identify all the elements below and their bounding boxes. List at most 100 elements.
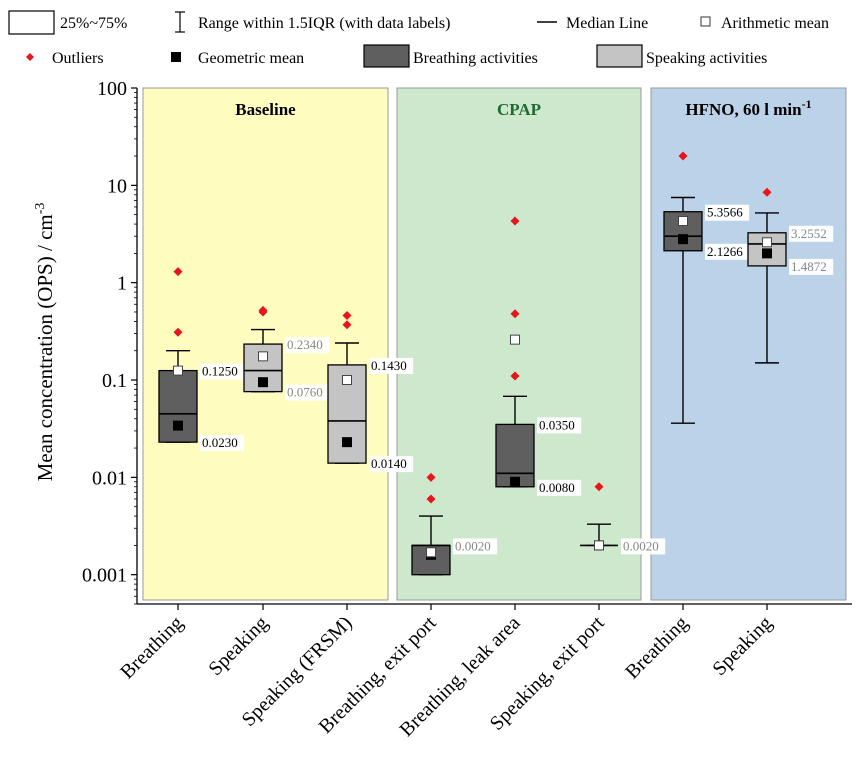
box-data-label-background (537, 417, 582, 434)
box-data-label-background (705, 243, 750, 260)
arithmetic-mean-marker (258, 351, 268, 362)
outlier-point (173, 267, 183, 277)
legend-median-label: Median Line (566, 15, 648, 32)
y-axis-label: Mean concentration (OPS) / cm-3 (33, 203, 57, 482)
legend-geo-mean-swatch (171, 52, 181, 62)
legend-range-label: Range within 1.5IQR (with data labels) (198, 15, 450, 32)
legend-mean-label: Arithmetic mean (721, 15, 829, 32)
outlier-point (594, 482, 604, 492)
x-category-label: Breathing (116, 612, 187, 683)
box-data-label: 1.4872 (791, 259, 827, 274)
y-tick-label: 0.001 (82, 565, 127, 587)
arithmetic-mean-marker (173, 365, 183, 376)
box-group-4: 0.0020 (411, 472, 498, 576)
geometric-mean-marker (762, 248, 772, 259)
box-data-label: 0.2340 (287, 337, 323, 352)
box-data-label: 0.0080 (539, 480, 575, 495)
outlier-point (510, 216, 520, 226)
box-data-label: 0.0020 (455, 538, 491, 553)
box-plots: 0.1250 0.0230 0.2340 0.0760 0.1430 0.0140 0.00… (158, 151, 834, 576)
box-data-label-background (705, 204, 750, 221)
x-category-label: Speaking (708, 612, 776, 680)
arithmetic-mean-marker (510, 334, 520, 345)
box-data-label-background (621, 538, 666, 555)
legend-speaking-swatch (596, 44, 643, 68)
geometric-mean-marker (258, 377, 268, 388)
panel-2-title: CPAP (497, 100, 541, 119)
box-data-label-background (789, 225, 834, 242)
box-group-5: 0.0350 0.0080 (495, 216, 582, 496)
box-data-label-background (200, 363, 245, 380)
box-data-label: 0.0020 (623, 538, 659, 553)
panel-title-text: CPAP (497, 100, 541, 119)
box-group-3: 0.1430 0.0140 (327, 311, 414, 473)
y-tick-label: 100 (97, 78, 127, 100)
arithmetic-mean-marker (762, 237, 772, 248)
iqr-box (495, 423, 535, 488)
legend-speaking-label: Speaking activities (646, 50, 767, 67)
x-category-label: Breathing (621, 612, 692, 683)
y-tick-label: 0.01 (92, 467, 127, 489)
box-group-8: 3.2552 1.4872 (747, 187, 834, 364)
outlier-point (426, 494, 436, 504)
panel-title-superscript: -1 (802, 97, 812, 111)
outlier-point (258, 305, 268, 315)
y-tick-label: 10 (107, 175, 127, 197)
box-data-label: 5.3566 (707, 205, 743, 220)
box-group-2: 0.2340 0.0760 (243, 305, 330, 401)
box-group-6: 0.0020 (580, 482, 666, 555)
geometric-mean-marker (510, 476, 520, 487)
arithmetic-mean-marker (678, 216, 688, 227)
x-category-label: Speaking (204, 612, 272, 680)
panel-3-background (650, 87, 847, 601)
outlier-point (342, 320, 352, 330)
arithmetic-mean-marker (426, 547, 436, 558)
box-data-label-background (200, 435, 245, 452)
legend-mean-swatch (700, 16, 711, 27)
box-data-label-background (537, 479, 582, 496)
box-data-label: 3.2552 (791, 226, 827, 241)
box-data-label: 0.1430 (371, 358, 407, 373)
box-data-label: 0.0140 (371, 456, 407, 471)
legend-breathing-label: Breathing activities (413, 50, 538, 67)
box-data-label: 0.0760 (287, 385, 323, 400)
box-group-7: 5.3566 2.1266 (663, 151, 750, 424)
box-data-label-background (285, 337, 330, 354)
outlier-point (173, 327, 183, 337)
box-data-label-background (789, 258, 834, 275)
box-data-label-background (453, 538, 498, 555)
iqr-box (158, 369, 198, 443)
y-tick-label: 0.1 (102, 370, 127, 392)
y-tick-label: 1 (117, 273, 127, 295)
box-data-label: 0.0350 (539, 417, 575, 432)
y-axis: 100 10 1 0.1 0.01 0.001 Mean concentration (OP… (33, 78, 852, 610)
panel-1-title: Baseline (235, 100, 296, 119)
box-data-label-background (369, 357, 414, 374)
box-data-label: 2.1266 (707, 244, 743, 259)
legend-outlier-label: Outliers (52, 50, 104, 67)
legend-box-swatch (8, 10, 55, 35)
geometric-mean-marker (678, 234, 688, 245)
outlier-point (342, 311, 352, 321)
panel-3-title: HFNO, 60 l min-1 (685, 97, 811, 119)
outlier-point (678, 151, 688, 161)
legend-box-label: 25%~75% (60, 15, 127, 32)
outlier-point (762, 187, 772, 197)
geometric-mean-marker (173, 420, 183, 431)
legend-outlier-swatch (26, 53, 34, 61)
y-axis-label-text: Mean concentration (OPS) / cm (33, 214, 57, 481)
legend-breathing-swatch (363, 44, 410, 68)
panel-title-text: HFNO, 60 l min (685, 100, 802, 119)
panel-title-text: Baseline (235, 100, 296, 119)
arithmetic-mean-marker (594, 540, 604, 551)
outlier-point (426, 472, 436, 482)
outlier-point (510, 309, 520, 319)
geometric-mean-marker (342, 437, 352, 448)
arithmetic-mean-marker (342, 375, 352, 386)
y-axis-label-superscript: -3 (33, 203, 48, 215)
legend-geo-mean-label: Geometric mean (198, 50, 304, 67)
box-data-label: 0.1250 (202, 364, 238, 379)
